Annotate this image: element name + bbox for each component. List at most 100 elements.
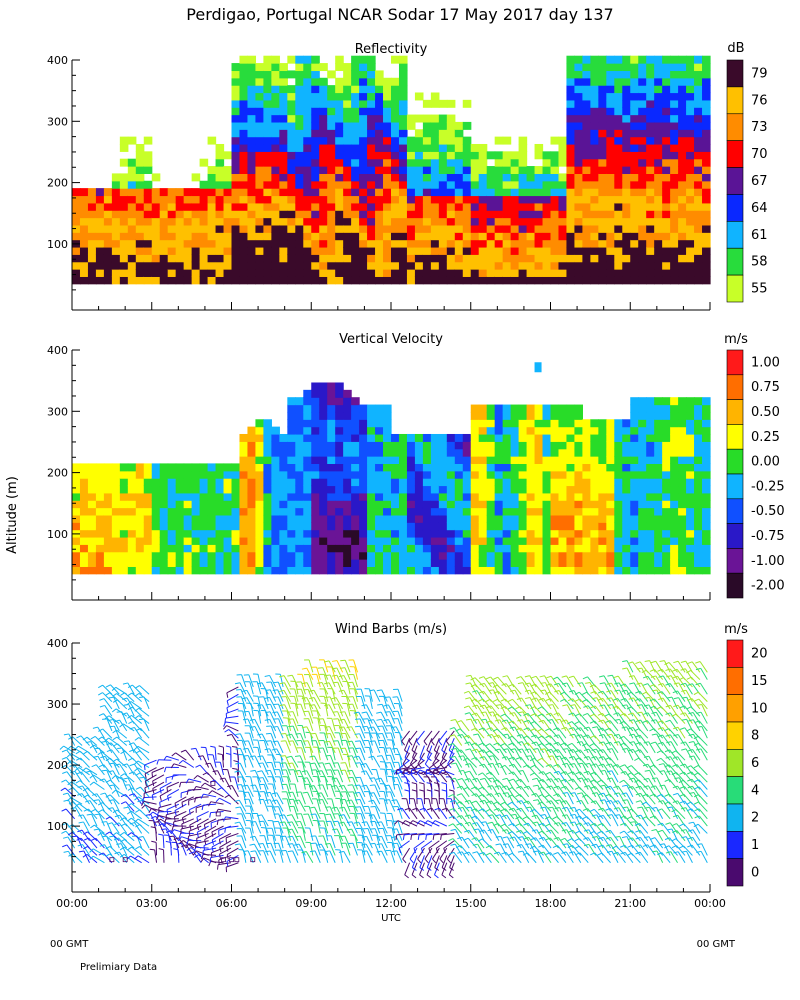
reflectivity-cell (614, 173, 623, 182)
reflectivity-cell (398, 246, 408, 255)
wind-barb-tick (100, 792, 106, 795)
reflectivity-cell (462, 180, 472, 189)
vertical-velocity-cell (662, 470, 671, 479)
reflectivity-cell (590, 121, 599, 130)
reflectivity-cell (279, 151, 288, 160)
vertical-velocity-cell (622, 478, 631, 487)
reflectivity-cell (638, 151, 647, 160)
reflectivity-cell (398, 224, 408, 233)
wind-barb-tick (242, 718, 249, 721)
wind-barb (95, 764, 105, 776)
vertical-velocity-cell (271, 470, 280, 479)
vertical-velocity-cell (383, 441, 392, 450)
wind-barb (261, 733, 269, 746)
reflectivity-cell (686, 129, 695, 138)
vertical-velocity-cell (127, 522, 137, 531)
wind-barb (109, 846, 120, 856)
wind-barb (76, 835, 83, 849)
vertical-velocity-cell (263, 478, 272, 487)
wind-barb (299, 770, 306, 783)
vertical-velocity-cell (534, 419, 544, 428)
reflectivity-cell (103, 232, 113, 241)
reflectivity-cell (391, 129, 400, 138)
reflectivity-cell (383, 224, 392, 233)
reflectivity-cell (143, 217, 153, 226)
reflectivity-cell (694, 210, 703, 219)
vertical-velocity-cell (550, 448, 560, 457)
vertical-velocity-cell (510, 411, 520, 420)
vertical-velocity-cell (590, 426, 599, 435)
vertical-velocity-cell (638, 456, 647, 465)
reflectivity-cell (231, 239, 241, 248)
reflectivity-cell (550, 217, 560, 226)
reflectivity-cell (414, 114, 424, 123)
reflectivity-cell (478, 261, 488, 270)
vertical-velocity-cell (566, 544, 576, 553)
reflectivity-cell (414, 246, 424, 255)
wind-barb (113, 835, 120, 849)
vertical-velocity-cell (375, 470, 384, 479)
vertical-velocity-cell (271, 500, 280, 509)
reflectivity-cell (406, 151, 416, 160)
wind-barb (159, 789, 172, 797)
vertical-velocity-cell (406, 456, 416, 465)
vertical-velocity-cell (422, 448, 432, 457)
wind-barb-tick (89, 855, 94, 860)
reflectivity-cell (327, 254, 336, 263)
reflectivity-cell (207, 239, 217, 248)
vertical-velocity-cell (279, 514, 288, 523)
wind-barb (308, 674, 314, 688)
vertical-velocity-cell (526, 470, 536, 479)
reflectivity-cell (582, 99, 591, 108)
reflectivity-cell (279, 232, 288, 241)
vertical-velocity-cell (638, 559, 647, 567)
reflectivity-cell (542, 217, 552, 226)
reflectivity-cell (702, 173, 711, 182)
vertical-velocity-cell (239, 522, 249, 531)
vertical-velocity-cell (311, 551, 320, 560)
reflectivity-cell (159, 210, 169, 219)
vertical-velocity-cell (79, 522, 89, 531)
vertical-velocity-cell (215, 536, 225, 545)
wind-barb (126, 697, 135, 710)
vertical-velocity-cell (247, 463, 257, 472)
vertical-velocity-cell (103, 559, 113, 567)
vertical-velocity-cell (183, 514, 193, 523)
reflectivity-cell (574, 239, 583, 248)
reflectivity-cell (566, 224, 576, 233)
reflectivity-cell (662, 239, 671, 248)
wind-barb-tick (101, 821, 107, 823)
reflectivity-cell (654, 55, 663, 64)
vertical-velocity-cell (359, 470, 368, 479)
vertical-velocity-cell (367, 566, 376, 575)
wind-barb-tick (286, 814, 292, 817)
vertical-velocity-cell (614, 536, 623, 545)
reflectivity-cell (566, 180, 576, 189)
reflectivity-cell (391, 195, 400, 204)
vertical-velocity-cell (207, 478, 217, 487)
wind-barb (238, 799, 247, 812)
reflectivity-cell (303, 55, 312, 64)
reflectivity-cell (574, 70, 583, 79)
wind-barb (306, 770, 314, 783)
wind-barb-tick (234, 770, 240, 773)
reflectivity-cell (303, 151, 312, 160)
reflectivity-cell (582, 239, 591, 248)
wind-barb-tick (243, 791, 249, 794)
vertical-velocity-cell (271, 514, 280, 523)
vertical-velocity-cell (470, 507, 480, 516)
reflectivity-cell (574, 180, 583, 189)
vertical-velocity-cell (119, 514, 129, 523)
vertical-velocity-cell (630, 419, 639, 428)
vertical-velocity-cell (446, 522, 456, 531)
reflectivity-cell (143, 232, 153, 241)
vertical-velocity-cell (351, 478, 360, 487)
vertical-velocity-cell (247, 456, 257, 465)
reflectivity-cell (295, 224, 304, 233)
reflectivity-cell (590, 99, 599, 108)
reflectivity-cell (518, 166, 528, 175)
reflectivity-cell (470, 151, 480, 160)
reflectivity-cell (303, 129, 312, 138)
reflectivity-cell (654, 77, 663, 86)
vertical-velocity-cell (422, 478, 432, 487)
